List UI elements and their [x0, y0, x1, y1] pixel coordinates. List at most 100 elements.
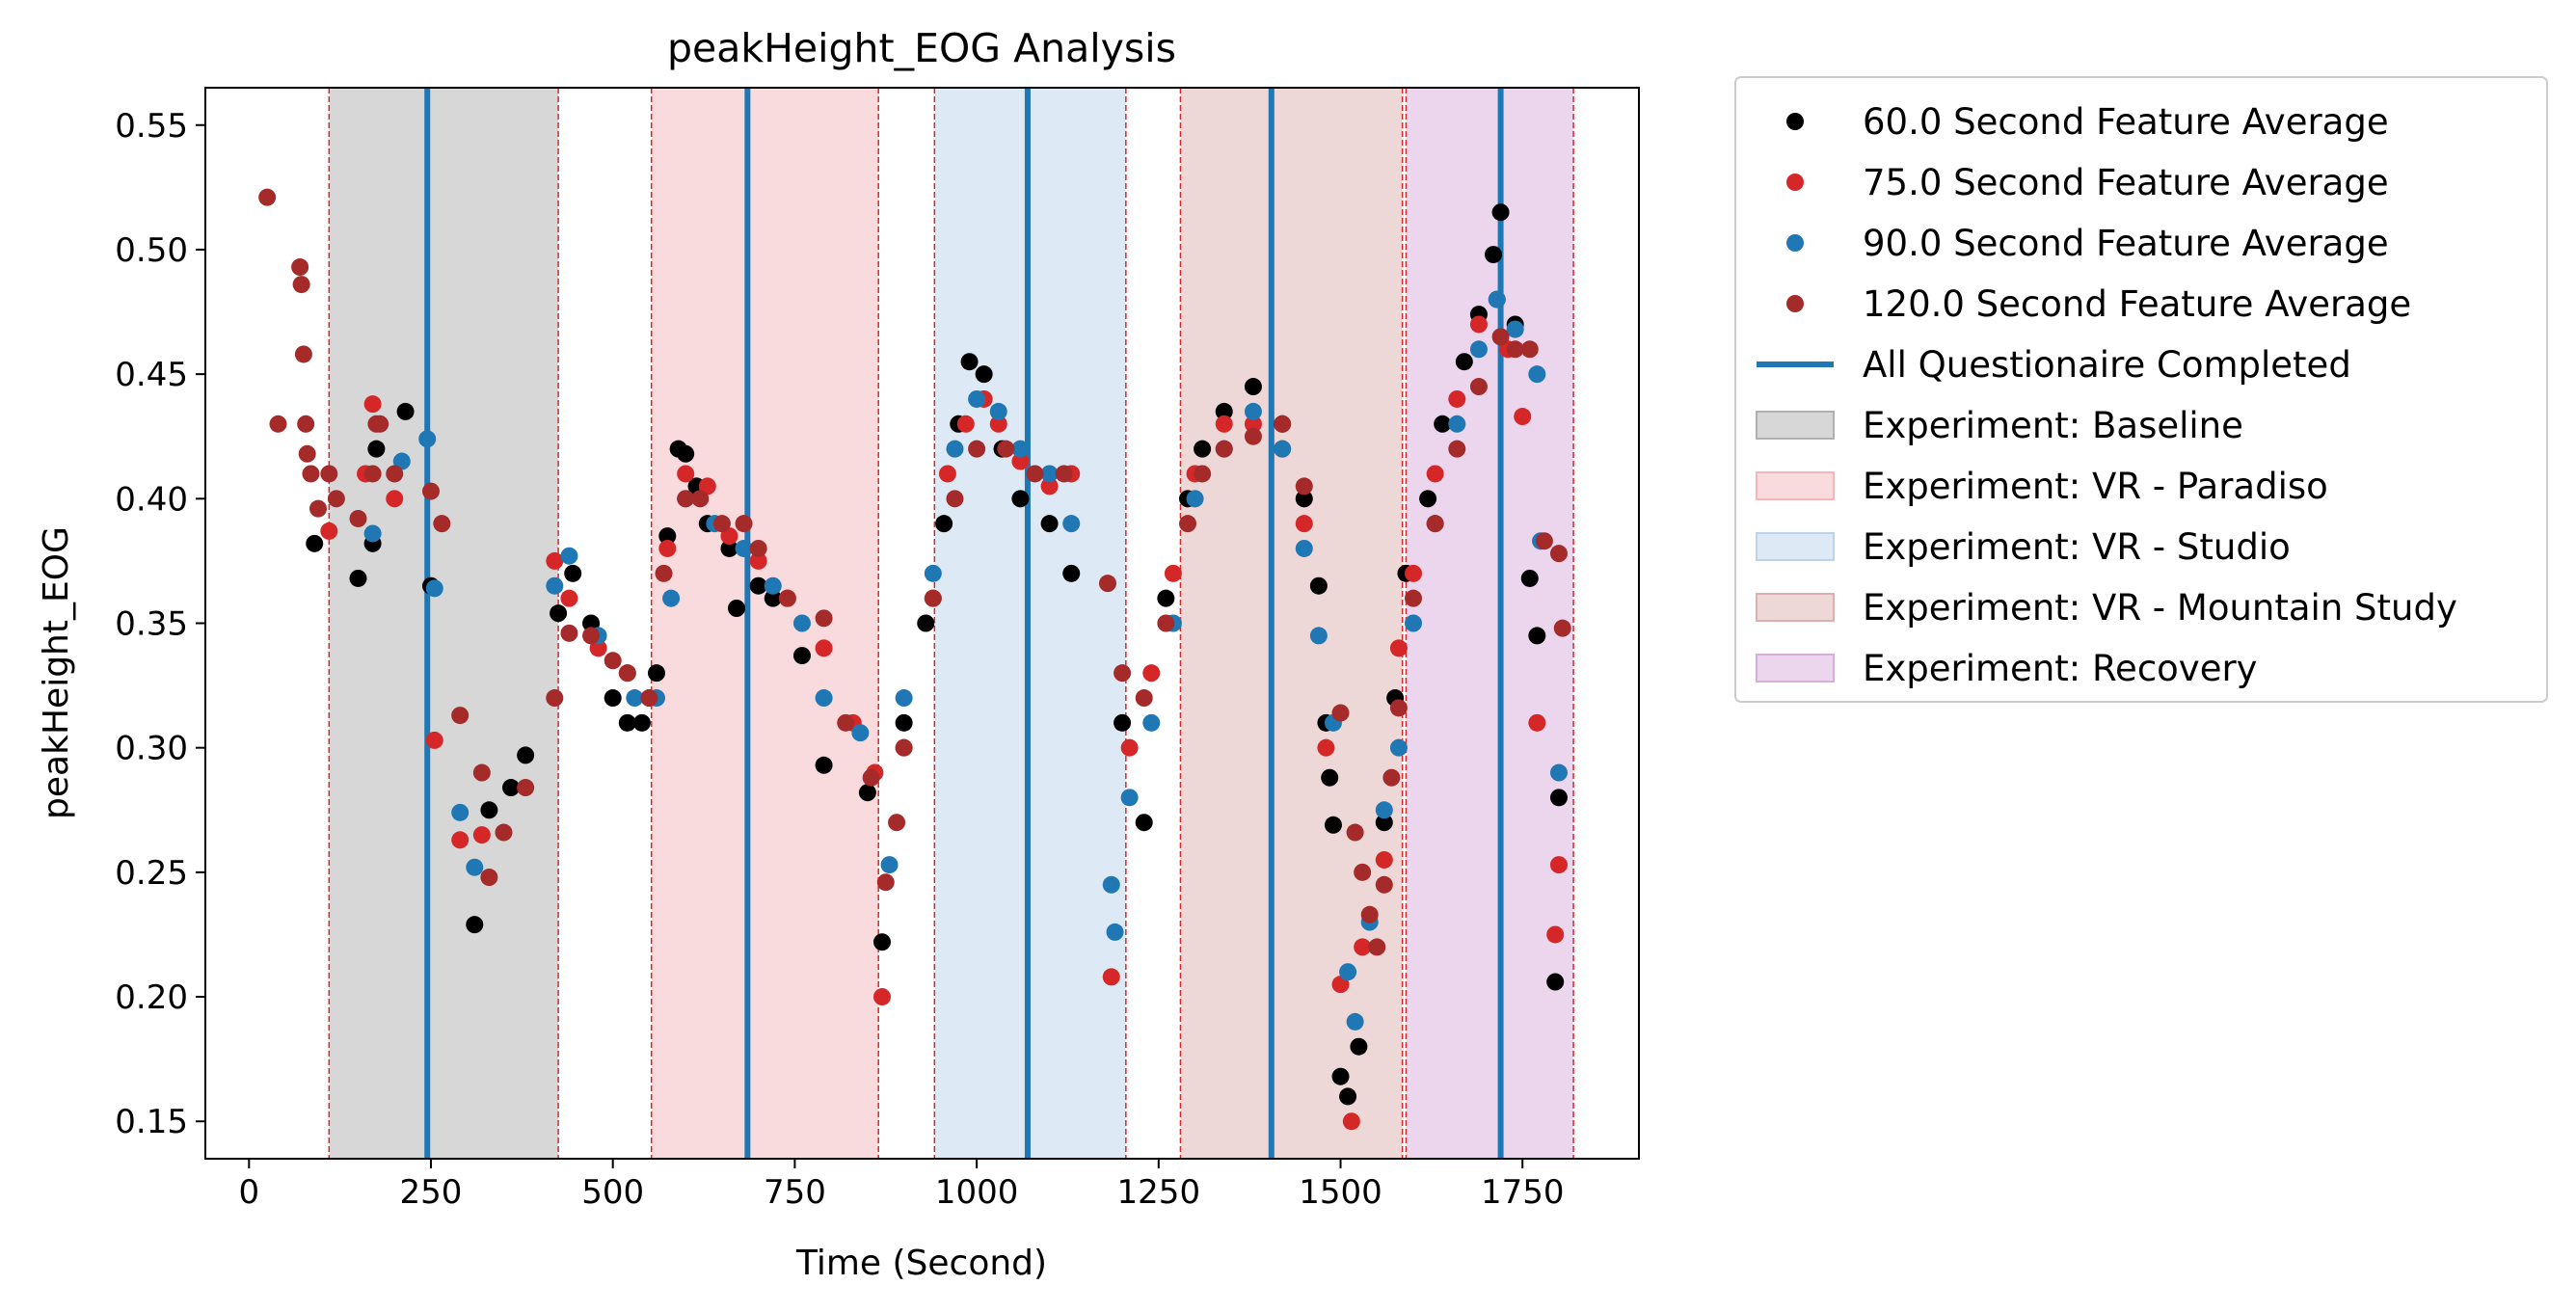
legend-patch — [1756, 654, 1835, 683]
point-s0-35 — [975, 365, 993, 384]
point-s0-13 — [604, 689, 622, 708]
point-s3-4 — [294, 345, 312, 363]
point-s0-32 — [935, 515, 953, 533]
legend-marker — [1786, 295, 1804, 312]
legend-item: Experiment: VR - Paradiso — [1756, 466, 2328, 507]
point-s3-33 — [735, 515, 753, 533]
point-s3-65 — [1389, 699, 1408, 717]
legend-marker — [1786, 113, 1804, 130]
point-s2-20 — [895, 689, 913, 708]
point-s0-19 — [677, 444, 695, 463]
point-s0-67 — [1528, 627, 1546, 645]
legend-patch — [1756, 532, 1835, 561]
point-s1-54 — [1546, 925, 1565, 944]
point-s3-62 — [1368, 938, 1386, 956]
legend-label: Experiment: Baseline — [1863, 405, 2243, 446]
point-s0-54 — [1339, 1087, 1357, 1106]
point-s3-32 — [712, 515, 731, 533]
point-s3-41 — [895, 738, 913, 757]
point-s3-27 — [618, 664, 636, 683]
point-s1-4 — [425, 731, 443, 749]
point-s2-51 — [1528, 365, 1546, 384]
point-s1-27 — [989, 415, 1007, 433]
point-s2-3 — [425, 579, 443, 598]
point-s0-3 — [367, 440, 386, 458]
point-s0-52 — [1324, 816, 1342, 834]
legend-marker — [1786, 174, 1804, 191]
point-s0-23 — [728, 599, 746, 617]
point-s1-48 — [1448, 389, 1466, 408]
point-s1-43 — [1354, 938, 1372, 956]
point-s1-8 — [560, 589, 578, 607]
legend-item: Experiment: Baseline — [1756, 405, 2243, 446]
point-s0-4 — [396, 402, 415, 420]
point-s0-31 — [917, 614, 935, 632]
legend-item: 60.0 Second Feature Average — [1786, 101, 2389, 143]
legend-item: Experiment: VR - Studio — [1756, 526, 2291, 568]
point-s1-2 — [363, 395, 382, 414]
point-s3-2 — [291, 258, 309, 277]
phase-band-4 — [1406, 88, 1574, 1159]
point-s2-43 — [1375, 801, 1393, 819]
point-s1-3 — [386, 490, 404, 508]
point-s1-47 — [1426, 465, 1444, 483]
point-s3-67 — [1426, 515, 1444, 533]
x-tick-label: 1500 — [1299, 1173, 1382, 1212]
point-s1-55 — [1549, 856, 1568, 874]
point-s3-47 — [1055, 465, 1073, 483]
point-s0-60 — [1434, 415, 1452, 433]
point-s0-0 — [306, 534, 324, 552]
point-s0-40 — [1114, 713, 1132, 732]
point-s1-24 — [938, 465, 956, 483]
point-s3-49 — [1114, 664, 1132, 683]
point-s1-46 — [1405, 564, 1423, 582]
point-s3-69 — [1469, 378, 1488, 396]
x-tick-label: 1750 — [1481, 1173, 1565, 1212]
point-s3-37 — [837, 713, 855, 732]
legend-patch — [1756, 471, 1835, 500]
point-s2-35 — [1244, 402, 1262, 420]
point-s0-24 — [749, 576, 767, 595]
chart-title: peakHeight_EOG Analysis — [667, 25, 1176, 71]
point-s3-73 — [1535, 532, 1553, 550]
point-s1-18 — [815, 639, 833, 657]
point-s3-58 — [1331, 704, 1350, 722]
point-s3-61 — [1360, 905, 1379, 924]
legend-label: 60.0 Second Feature Average — [1863, 101, 2389, 143]
point-s3-70 — [1491, 328, 1510, 346]
phase-band-3 — [1180, 88, 1403, 1159]
point-s0-56 — [1375, 814, 1393, 832]
point-s0-63 — [1485, 246, 1503, 264]
point-s2-7 — [560, 547, 578, 565]
point-s2-26 — [1040, 465, 1059, 483]
point-s2-5 — [466, 858, 484, 876]
point-s3-5 — [297, 415, 315, 433]
point-s0-42 — [1157, 589, 1175, 607]
legend-label: 120.0 Second Feature Average — [1863, 283, 2411, 325]
point-s3-48 — [1098, 575, 1116, 593]
point-s0-37 — [1011, 490, 1030, 508]
point-s0-17 — [658, 527, 677, 546]
point-s1-45 — [1389, 639, 1408, 657]
point-s0-25 — [764, 589, 782, 607]
point-s1-6 — [472, 826, 491, 844]
point-s3-16 — [421, 482, 440, 500]
point-s3-45 — [997, 440, 1015, 458]
point-s0-61 — [1455, 353, 1473, 371]
point-s2-9 — [626, 689, 644, 708]
x-axis-title: Time (Second) — [795, 1244, 1047, 1283]
point-s0-6 — [466, 916, 484, 934]
point-s2-15 — [764, 576, 782, 595]
point-s1-36 — [1215, 415, 1233, 433]
point-s2-40 — [1339, 963, 1357, 981]
x-tick-label: 1250 — [1117, 1173, 1201, 1212]
point-s1-44 — [1375, 850, 1393, 869]
legend-label: All Questionaire Completed — [1863, 344, 2351, 386]
point-s3-19 — [472, 763, 491, 782]
point-s3-12 — [363, 465, 382, 483]
point-s1-5 — [451, 831, 470, 849]
legend-patch — [1756, 411, 1835, 440]
x-tick-label: 750 — [764, 1173, 826, 1212]
point-s2-28 — [1102, 875, 1120, 894]
